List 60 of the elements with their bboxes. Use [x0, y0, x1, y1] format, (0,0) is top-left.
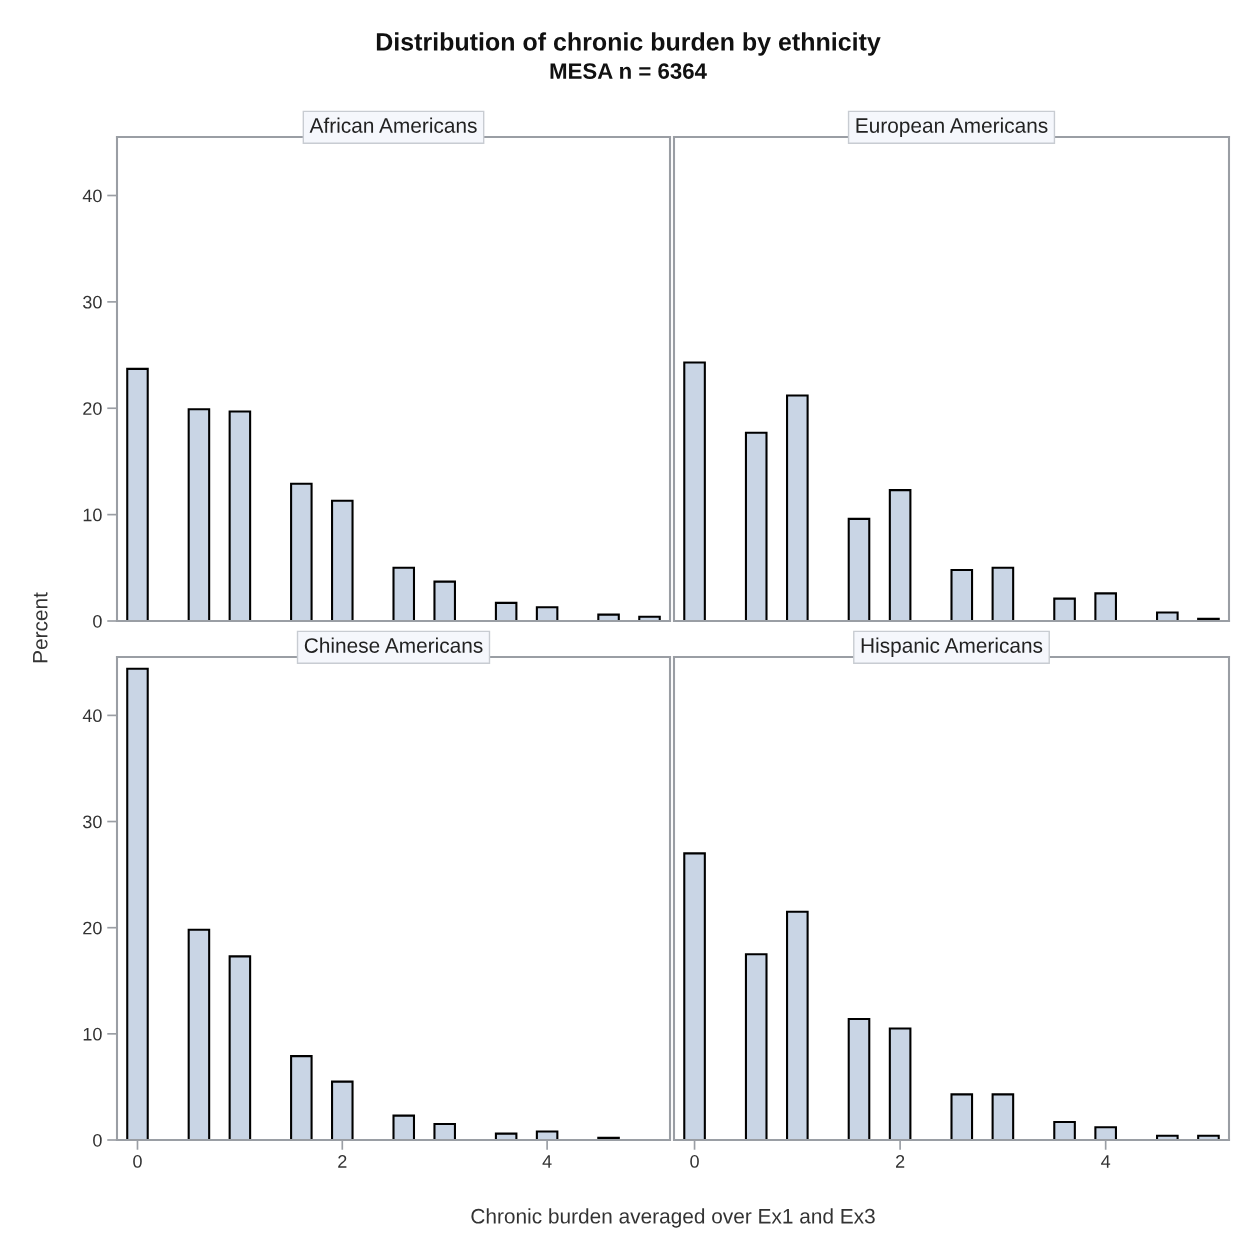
y-tick-label: 30 [83, 815, 102, 829]
y-tick-label: 10 [83, 1027, 102, 1041]
bar [126, 667, 149, 1140]
bar [1053, 597, 1076, 621]
bar [331, 499, 354, 621]
bar [392, 566, 416, 621]
bar [950, 1093, 974, 1140]
text: MESA n = 6364 [550, 63, 707, 79]
bar [888, 489, 912, 621]
bar [1094, 592, 1117, 621]
bar [290, 482, 313, 621]
bar [1156, 611, 1179, 621]
bar [535, 1130, 559, 1140]
bar [991, 1093, 1015, 1140]
bar [786, 910, 809, 1140]
y-axis-title: Percent [33, 592, 48, 663]
y-tick-label: 10 [83, 508, 102, 522]
bar [187, 408, 211, 621]
y-tick-label: 30 [83, 295, 102, 309]
bar [1094, 1126, 1117, 1140]
chart-title: Chinese Americans [304, 637, 483, 653]
y-tick-label: 40 [82, 709, 102, 723]
bar [187, 928, 211, 1140]
bar [494, 601, 518, 621]
y-tick-label: 40 [82, 189, 102, 203]
text: Distribution of chronic burden by ethnicity [376, 32, 881, 56]
y-tick-label: 0 [93, 1133, 102, 1147]
bar [991, 566, 1015, 621]
bar [228, 955, 252, 1140]
bar [331, 1080, 354, 1140]
y-tick-label: 20 [83, 921, 102, 935]
x-tick-label: 4 [542, 1155, 552, 1168]
x-tick-label: 2 [338, 1155, 347, 1168]
x-tick-label: 0 [690, 1155, 699, 1168]
x-tick-label: 2 [896, 1155, 905, 1168]
bar [290, 1055, 313, 1140]
bar [847, 517, 871, 621]
y-tick-label: 0 [93, 614, 102, 628]
y-tick-label: 20 [83, 402, 102, 415]
x-tick-label: 4 [1101, 1155, 1111, 1168]
x-tick-label: 0 [133, 1155, 142, 1168]
x-axis-title: Chronic burden averaged over Ex1 and Ex3 [471, 1208, 875, 1228]
bar [392, 1114, 416, 1140]
bar [433, 580, 456, 621]
bar [950, 568, 974, 621]
bar [1053, 1120, 1076, 1140]
chart-title: Hispanic Americans [861, 637, 1043, 657]
chart-title: European Americans [856, 117, 1048, 137]
bar [847, 1017, 871, 1140]
bar [744, 953, 768, 1140]
bar [535, 606, 559, 621]
bar [744, 431, 768, 621]
chart-title: African Americans [309, 117, 477, 133]
bar [683, 361, 706, 621]
bar [126, 367, 149, 621]
bar [433, 1123, 456, 1140]
bar [888, 1027, 912, 1140]
bar [228, 410, 252, 621]
bar [786, 394, 809, 621]
bar [683, 852, 706, 1140]
